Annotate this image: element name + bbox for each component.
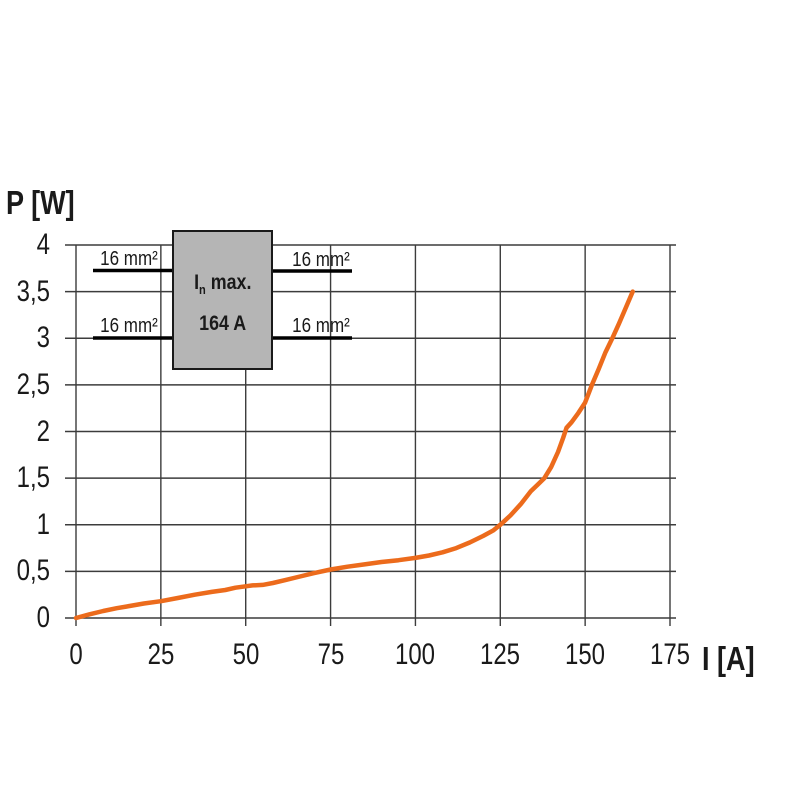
wire-label-right-top: 16 mm² [292, 249, 350, 271]
x-tick-label: 25 [147, 638, 175, 671]
x-tick-label: 100 [395, 638, 436, 671]
y-axis-title: P [W] [6, 184, 75, 221]
x-tick-label: 125 [480, 638, 521, 671]
x-tick-label: 75 [317, 638, 344, 671]
power-curve [73, 289, 635, 621]
y-tick-label: 1 [36, 507, 50, 541]
x-axis-title: I [A] [702, 640, 755, 677]
y-tick-label: 3 [36, 321, 50, 355]
wire-label-left-bottom: 16 mm² [100, 315, 158, 337]
box-label-symbol: I [193, 270, 199, 294]
wire-label-right-bottom: 16 mm² [292, 315, 350, 337]
box-label-rest: max. [205, 270, 252, 294]
y-tick-label: 4 [36, 228, 50, 261]
y-tick-label: 1,5 [16, 461, 50, 495]
y-tick-label: 0,5 [16, 554, 50, 588]
x-tick-label: 50 [232, 638, 260, 671]
y-tick-label: 2,5 [16, 367, 50, 401]
box-label-line1: In max. [194, 272, 251, 300]
device-annotation-box: In max. 164 A [172, 230, 273, 370]
y-tick-label: 0 [36, 601, 50, 634]
x-tick-label: 150 [565, 638, 606, 671]
x-tick-label: 0 [69, 638, 83, 671]
box-label-subscript: n [198, 282, 206, 298]
y-tick-label: 3,5 [16, 274, 50, 308]
box-label-line2: 164 A [199, 312, 246, 336]
y-tick-label: 2 [36, 414, 50, 448]
wire-label-left-top: 16 mm² [100, 248, 158, 270]
x-tick-label: 175 [649, 638, 691, 671]
